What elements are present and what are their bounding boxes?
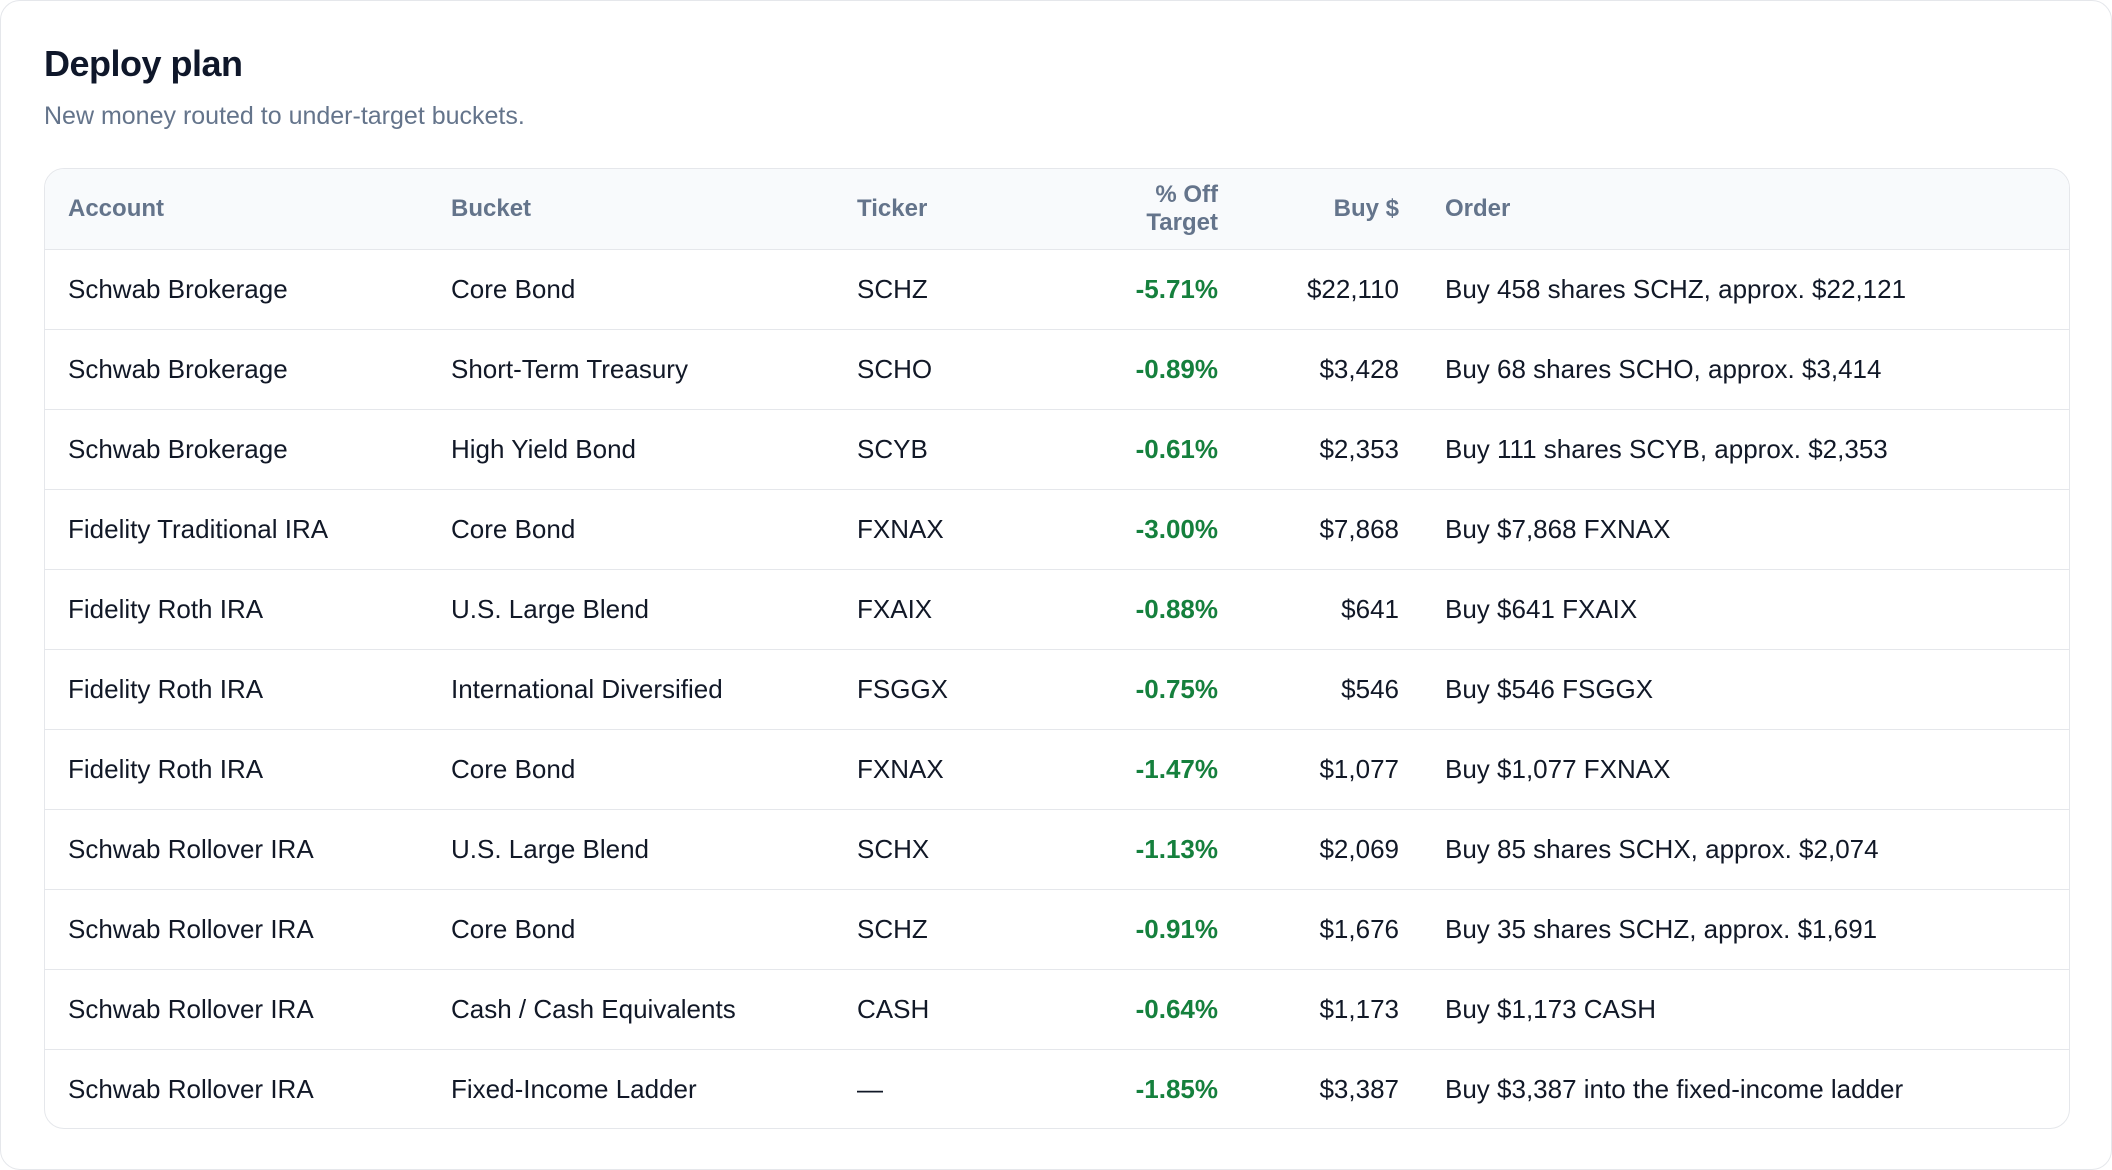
table-cell: Fidelity Roth IRA bbox=[45, 649, 428, 730]
table-cell: Buy 111 shares SCYB, approx. $2,353 bbox=[1422, 409, 2069, 490]
column-header: % Off Target bbox=[1074, 169, 1241, 250]
deploy-table: Account Bucket Ticker% Off Target Buy $ Orde… bbox=[45, 169, 2069, 1129]
table-cell: Schwab Rollover IRA bbox=[45, 969, 428, 1050]
table-row: Schwab Brokerage Core Bond SCHZ -5.71% $22,1… bbox=[45, 249, 2069, 330]
table-cell: Schwab Rollover IRA bbox=[45, 809, 428, 890]
table-cell: $1,173 bbox=[1241, 969, 1422, 1050]
table-cell: Buy $1,077 FXNAX bbox=[1422, 729, 2069, 810]
table-row: Schwab Brokerage Short-Term Treasury SCHO -… bbox=[45, 329, 2069, 410]
table-cell: $2,069 bbox=[1241, 809, 1422, 890]
table-cell: $3,428 bbox=[1241, 329, 1422, 410]
table-row: Fidelity Roth IRA U.S. Large Blend FXAIX -0… bbox=[45, 569, 2069, 650]
off-target-cell: -0.91% bbox=[1074, 889, 1241, 970]
table-row: Schwab Rollover IRA U.S. Large Blend SCHX -… bbox=[45, 809, 2069, 890]
table-cell: Buy 68 shares SCHO, approx. $3,414 bbox=[1422, 329, 2069, 410]
table-cell: Buy $3,387 into the fixed-income ladder bbox=[1445, 1074, 1904, 1104]
column-header: Bucket bbox=[428, 169, 834, 250]
table-cell: Schwab Brokerage bbox=[45, 329, 428, 410]
table-container: Account Bucket Ticker% Off Target Buy $ Orde… bbox=[44, 168, 2070, 1129]
off-target-cell: -1.13% bbox=[1074, 809, 1241, 890]
table-cell: FXNAX bbox=[834, 729, 1074, 810]
table-cell: U.S. Large Blend bbox=[428, 809, 834, 890]
table-cell: Fidelity Traditional IRA bbox=[45, 489, 428, 570]
table-cell: $2,353 bbox=[1241, 409, 1422, 490]
off-target-cell: -0.64% bbox=[1074, 969, 1241, 1050]
off-target-cell: -3.00% bbox=[1074, 489, 1241, 570]
table-cell: Buy $546 FSGGX bbox=[1422, 649, 2069, 730]
table-row: Schwab Rollover IRA Fixed-Income Ladder — -… bbox=[45, 1050, 2069, 1129]
table-cell: Fidelity Roth IRA bbox=[45, 729, 428, 810]
table-cell: FSGGX bbox=[834, 649, 1074, 730]
table-cell: SCYB bbox=[834, 409, 1074, 490]
header-row: Account Bucket Ticker% Off Target Buy $ Orde… bbox=[45, 169, 2069, 250]
table-cell: Short-Term Treasury bbox=[428, 329, 834, 410]
table-cell: Buy 458 shares SCHZ, approx. $22,121 bbox=[1422, 249, 2069, 330]
table-cell: U.S. Large Blend bbox=[428, 569, 834, 650]
table-cell: $641 bbox=[1241, 569, 1422, 650]
table-cell: Fixed-Income Ladder bbox=[451, 1074, 697, 1104]
table-row: Schwab Rollover IRA Core Bond SCHZ -0.91% $1… bbox=[45, 889, 2069, 970]
table-cell: High Yield Bond bbox=[428, 409, 834, 490]
table-cell: Core Bond bbox=[428, 489, 834, 570]
table-row: Schwab Rollover IRA Cash / Cash Equivalen… bbox=[45, 969, 2069, 1050]
table-row: Fidelity Roth IRA International Diversifi… bbox=[45, 649, 2069, 730]
table-cell: $1,077 bbox=[1241, 729, 1422, 810]
table-cell: SCHZ bbox=[834, 249, 1074, 330]
off-target-cell: -0.89% bbox=[1074, 329, 1241, 410]
table-cell: $3,387 bbox=[1319, 1074, 1399, 1104]
table-cell: $546 bbox=[1241, 649, 1422, 730]
table-cell: Buy $641 FXAIX bbox=[1422, 569, 2069, 650]
column-header: Account bbox=[45, 169, 428, 250]
table-cell: Cash / Cash Equivalents bbox=[428, 969, 834, 1050]
table-cell: CASH bbox=[834, 969, 1074, 1050]
off-target-cell: -1.47% bbox=[1074, 729, 1241, 810]
table-cell: Buy $1,173 CASH bbox=[1422, 969, 2069, 1050]
table-cell: SCHZ bbox=[834, 889, 1074, 970]
table-cell: Fidelity Roth IRA bbox=[45, 569, 428, 650]
subtitle: New money routed to under-target buckets… bbox=[44, 102, 525, 130]
table-cell: FXNAX bbox=[834, 489, 1074, 570]
off-target-cell: -0.88% bbox=[1074, 569, 1241, 650]
table-row: Schwab Brokerage High Yield Bond SCYB -0.61… bbox=[45, 409, 2069, 490]
off-target-cell: -1.85% bbox=[1135, 1074, 1218, 1104]
table-cell: Core Bond bbox=[428, 729, 834, 810]
table-cell: Core Bond bbox=[428, 889, 834, 970]
off-target-cell: -0.61% bbox=[1074, 409, 1241, 490]
table-cell: SCHO bbox=[834, 329, 1074, 410]
table-cell: Buy 35 shares SCHZ, approx. $1,691 bbox=[1422, 889, 2069, 970]
table-cell: $7,868 bbox=[1241, 489, 1422, 570]
column-header: Ticker bbox=[834, 169, 1074, 250]
table-cell: Schwab Brokerage bbox=[45, 409, 428, 490]
column-header: Order bbox=[1422, 169, 2069, 250]
table-row: Fidelity Roth IRA Core Bond FXNAX -1.47% $1,… bbox=[45, 729, 2069, 810]
table-cell: $22,110 bbox=[1241, 249, 1422, 330]
table-cell: — bbox=[857, 1074, 883, 1104]
table-row: Fidelity Traditional IRA Core Bond FXNAX -3… bbox=[45, 489, 2069, 570]
table-cell: Schwab Rollover IRA bbox=[45, 889, 428, 970]
table-cell: $1,676 bbox=[1241, 889, 1422, 970]
table-cell: Buy $7,868 FXNAX bbox=[1422, 489, 2069, 570]
table-cell: SCHX bbox=[834, 809, 1074, 890]
table-cell: Core Bond bbox=[428, 249, 834, 330]
off-target-cell: -5.71% bbox=[1074, 249, 1241, 330]
table-cell: FXAIX bbox=[834, 569, 1074, 650]
table-cell: Schwab Rollover IRA bbox=[68, 1074, 314, 1104]
title: Deploy plan bbox=[44, 43, 243, 84]
off-target-cell: -0.75% bbox=[1074, 649, 1241, 730]
table-cell: International Diversified bbox=[428, 649, 834, 730]
table-cell: Buy 85 shares SCHX, approx. $2,074 bbox=[1422, 809, 2069, 890]
column-header: Buy $ bbox=[1241, 169, 1422, 250]
table-cell: Schwab Brokerage bbox=[45, 249, 428, 330]
